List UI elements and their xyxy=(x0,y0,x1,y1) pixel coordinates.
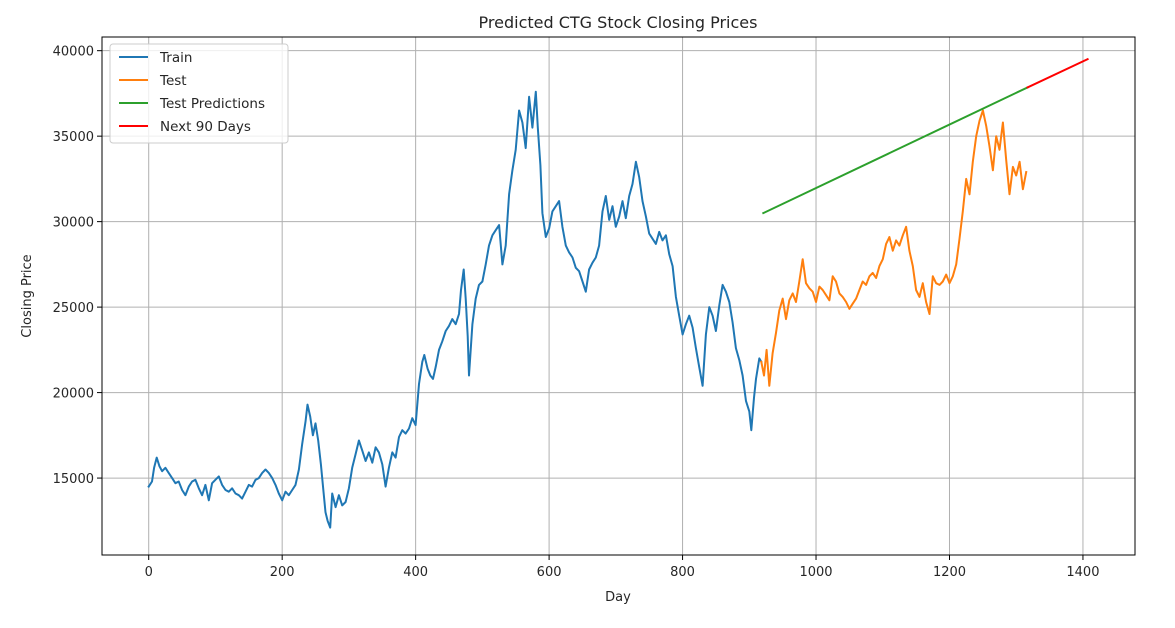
x-tick-label: 800 xyxy=(670,565,695,580)
legend-label-train: Train xyxy=(159,50,192,66)
x-tick-label: 1400 xyxy=(1066,565,1099,580)
x-tick-label: 1200 xyxy=(933,565,966,580)
x-tick-label: 600 xyxy=(537,565,562,580)
x-tick-label: 1000 xyxy=(799,565,832,580)
x-tick-label: 0 xyxy=(145,565,153,580)
y-tick-label: 25000 xyxy=(53,301,94,316)
y-tick-label: 35000 xyxy=(53,130,94,145)
y-axis-label: Closing Price xyxy=(20,254,35,337)
y-tick-label: 15000 xyxy=(53,472,94,487)
y-tick-label: 30000 xyxy=(53,216,94,231)
y-tick-label: 40000 xyxy=(53,45,94,60)
series-line-train xyxy=(147,90,763,529)
x-axis-label: Day xyxy=(605,590,631,605)
series-line-next-90-days xyxy=(1026,57,1089,89)
legend-box xyxy=(109,43,289,144)
grid xyxy=(102,37,1135,555)
y-axis: 15000 20000 25000 30000 35000 40000 xyxy=(53,45,102,487)
y-tick-label: 20000 xyxy=(53,387,94,402)
series-line-test xyxy=(760,109,1028,387)
plot-frame xyxy=(101,36,1136,556)
legend-label-next-90-days: Next 90 Days xyxy=(160,119,251,135)
legend: Train Test Test Predictions Next 90 Days xyxy=(109,43,289,144)
chart-title: Predicted CTG Stock Closing Prices xyxy=(479,13,758,32)
x-tick-label: 400 xyxy=(403,565,428,580)
series-line-test-predictions xyxy=(761,86,1029,215)
legend-label-test: Test xyxy=(159,73,187,89)
legend-label-test-predictions: Test Predictions xyxy=(159,96,265,112)
x-axis: 0 200 400 600 800 1000 1200 1400 xyxy=(145,555,1099,580)
x-tick-label: 200 xyxy=(270,565,295,580)
series-layer xyxy=(147,57,1089,529)
